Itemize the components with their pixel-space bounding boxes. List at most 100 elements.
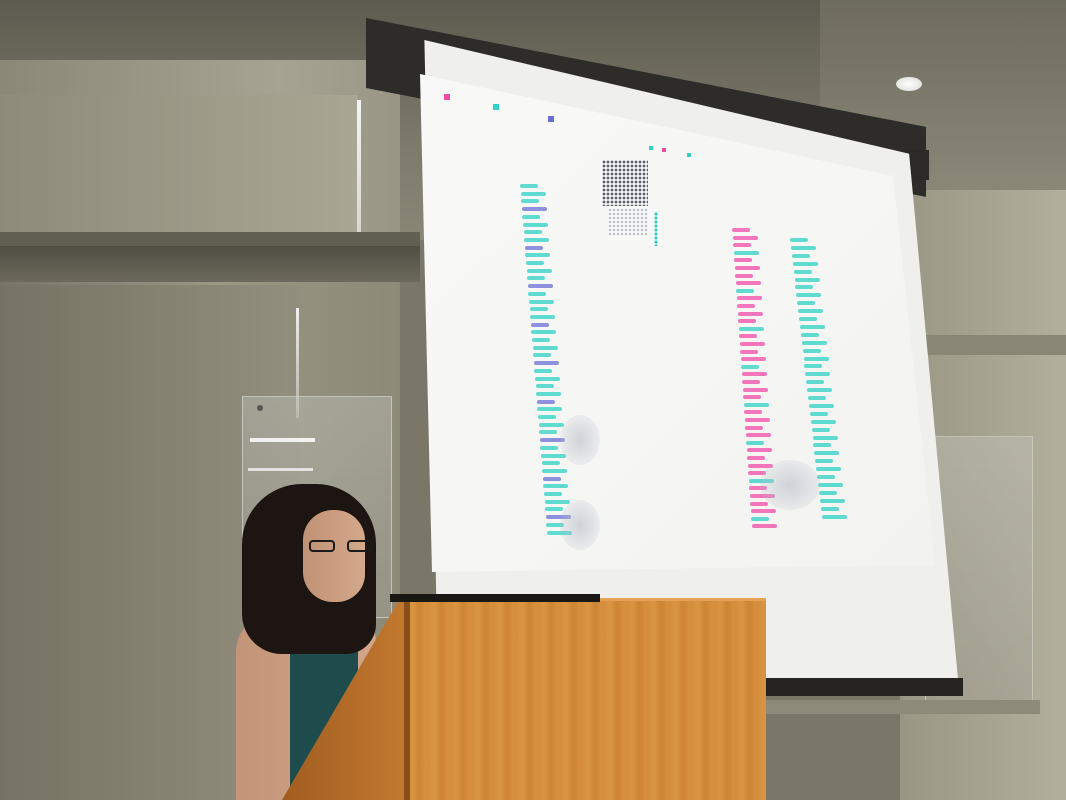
slide-bar: [545, 507, 564, 512]
slide-bar: [813, 443, 832, 448]
slide-bar: [521, 199, 540, 204]
slide-bar: [537, 407, 563, 412]
slide-bar: [732, 235, 758, 240]
slide-bar: [535, 376, 560, 381]
slide-bar: [526, 261, 544, 265]
slide-bar: [530, 322, 549, 327]
slide-bar: [817, 475, 835, 479]
teal-dot-column: [654, 212, 658, 246]
slide-bar: [531, 330, 557, 335]
slide-bar: [801, 340, 827, 345]
slide-bar: [523, 222, 548, 227]
wall-right-ledge: [915, 335, 1066, 355]
slide-bar: [542, 476, 561, 481]
slide-blur: [760, 460, 820, 510]
legend-marker-teal: [493, 104, 499, 110]
slide-bar: [542, 468, 568, 473]
slide-bar: [745, 433, 771, 438]
slide-bar: [541, 453, 566, 458]
slide-bar: [528, 291, 547, 296]
slide-bar: [522, 214, 541, 219]
slide-bar: [545, 515, 571, 520]
ceiling-light: [896, 77, 922, 91]
slide-bar: [809, 411, 828, 416]
slide-bar: [538, 422, 564, 427]
pin-icon: [257, 405, 263, 411]
slide-bar: [735, 273, 753, 278]
glass-reflection: [248, 468, 313, 471]
whiteboard-rail: [760, 700, 1040, 714]
slide-bar: [544, 499, 570, 504]
slide-bar: [804, 364, 823, 369]
presenter-face: [303, 510, 365, 602]
slide-bar: [748, 471, 766, 476]
slide-bar: [749, 486, 767, 491]
slide-bar: [740, 349, 758, 354]
slide-bar: [807, 388, 833, 393]
slide-bar: [742, 380, 760, 384]
slide-bar: [794, 277, 820, 282]
slide-bar: [526, 268, 552, 273]
slide-bar: [751, 524, 777, 529]
slide-bar: [806, 380, 825, 385]
slide-bar: [547, 530, 572, 535]
slide-bar: [802, 348, 821, 353]
slide-bar: [527, 284, 553, 289]
slide-bar: [738, 319, 756, 324]
slide-bar: [734, 266, 760, 270]
slide-bar: [732, 228, 750, 232]
slide-bar: [743, 402, 769, 407]
slide-bar: [532, 345, 558, 350]
slide-bar: [798, 309, 824, 314]
slide-bar: [808, 396, 826, 400]
slide-bar: [739, 342, 765, 346]
slide-bar: [746, 448, 772, 453]
slide-bar: [546, 522, 565, 527]
slide-bar: [741, 372, 767, 377]
slide-bar: [792, 261, 818, 266]
slide-bar: [543, 484, 569, 489]
slide-bar: [741, 364, 759, 369]
slide-bar: [743, 395, 761, 400]
slide-bar: [810, 419, 836, 424]
slide-bar: [530, 314, 556, 319]
slide-bar: [535, 384, 554, 389]
light-streak-lower: [296, 308, 299, 418]
slide-bar: [793, 269, 812, 274]
slide-bar: [520, 184, 538, 188]
legend-marker-magenta: [662, 148, 666, 152]
slide-bar: [534, 368, 553, 373]
slide-bar: [737, 304, 755, 308]
slide-bar: [795, 285, 814, 290]
glass-reflection: [250, 438, 315, 442]
podium-front: [405, 598, 766, 800]
slide-bar: [536, 399, 555, 404]
slide-bar: [811, 427, 830, 432]
slide-bar: [734, 258, 752, 263]
slide-bar: [799, 324, 825, 329]
slide-bar: [745, 425, 763, 430]
slide-bar: [742, 387, 768, 392]
legend-marker-teal: [649, 146, 653, 150]
slide-bar: [538, 415, 556, 419]
slide-bar: [527, 276, 546, 281]
podium-edge: [404, 598, 410, 800]
slide-bar: [738, 326, 764, 331]
slide-bar: [533, 361, 559, 366]
slide-bar: [750, 509, 776, 514]
slide-bar: [520, 191, 546, 196]
slide-bar: [744, 418, 770, 422]
slide-bar: [740, 357, 766, 362]
slide-blur: [560, 500, 600, 550]
screen-bottom-bar: [755, 678, 963, 696]
slide-bar: [529, 307, 548, 312]
slide-bar: [750, 501, 768, 506]
slide-bar: [790, 245, 816, 250]
dot-matrix-light: [608, 208, 648, 236]
slide-bar: [524, 237, 550, 242]
slide-bar: [521, 207, 547, 212]
slide-bar: [533, 353, 552, 358]
slide-bar: [736, 296, 762, 301]
slide-bar: [818, 490, 837, 495]
